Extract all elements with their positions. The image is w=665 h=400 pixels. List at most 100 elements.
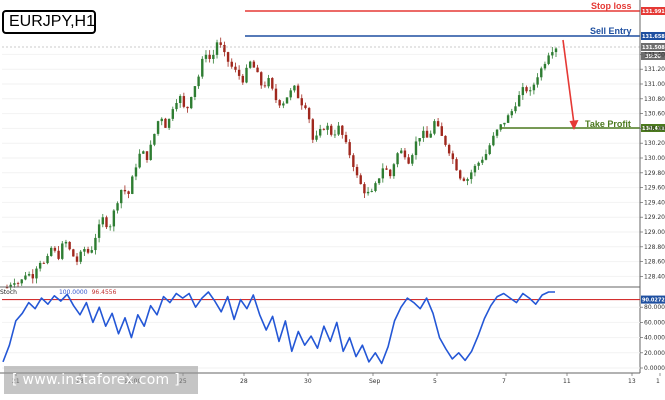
candle-body [359,175,362,185]
candle-body [171,109,175,119]
candle-body [289,90,292,98]
candle-body [499,124,502,130]
candle-body [223,44,226,53]
candle-body [514,106,517,112]
candle-body [68,241,71,250]
candle-body [366,191,370,194]
candle-body [267,78,270,87]
candle-body [241,75,245,83]
candle-body [38,262,42,269]
price-tick-label: 130.200 [644,140,665,147]
candle-body [296,85,300,99]
candle-body [407,157,410,164]
candle-body [341,125,344,135]
candle-body [53,247,57,251]
stoch-label: Stoch 100.0000 96.4556 [0,289,116,296]
stoch-tick-label: 80.0000 [644,304,665,311]
candle-body [455,159,458,171]
countdown-text: 38:20 [645,54,661,60]
candle-body [145,151,149,160]
time-tick-label: 13 [628,378,636,385]
candle-body [540,68,543,78]
candle-body [35,268,38,279]
candle-body [529,90,532,92]
candle-body [418,138,421,142]
candle-body [300,98,303,106]
candle-body [322,129,326,130]
candle-body [278,100,281,106]
time-tick-label: 1 [656,378,660,385]
time-tick-label: Sep [369,378,381,385]
candle-body [466,179,469,181]
candle-body [355,166,359,176]
candle-body [24,275,27,280]
price-levels: Stop loss 131.991 Sell Entry 131.658 Take Pr… [2,1,665,132]
price-tick-label: 129.600 [644,185,665,192]
candle-body [344,134,348,143]
candle-body [142,151,145,154]
candle-body [215,42,219,55]
level-price-tag [641,32,665,40]
candle-body [252,61,256,68]
candle-body [459,170,462,179]
candle-body [97,224,101,238]
candle-body [178,96,182,104]
time-tick-label: 28 [240,378,248,385]
candle-body [160,118,163,122]
stoch-name: Stoch [0,289,17,296]
candle-body [385,168,388,170]
candle-body [337,125,340,135]
price-tick-label: 130.000 [644,155,665,162]
candle-body [470,172,473,180]
candle-body [116,203,119,211]
target-arrow [562,39,579,130]
candle-body [315,135,318,140]
candle-body [377,178,381,184]
level-label: Take Profit [585,119,631,129]
price-tick-label: 128.600 [644,259,665,266]
stoch-line [2,291,555,365]
candle-body [182,96,186,107]
candle-body [120,189,123,204]
candle-body [72,249,75,257]
candle-body [403,150,407,158]
candle-body [521,87,525,96]
candle-body [326,125,329,130]
candle-body [134,167,138,177]
candle-body [551,52,554,56]
candle-body [86,249,90,253]
candle-body [517,95,521,107]
price-tick-label: 128.400 [644,273,665,280]
candle-body [201,58,204,77]
candle-body [31,274,34,279]
candle-body [230,61,233,67]
stoch-signal-value: 96.4556 [91,289,117,296]
candle-body [260,72,263,86]
candle-body [156,121,160,134]
candle-body [167,118,171,128]
candle-body [105,217,108,228]
stoch-main-value: 100.0000 [58,289,88,296]
candle-body [425,130,429,138]
candle-body [503,122,506,125]
candle-body [112,210,116,227]
candle-body [50,247,53,256]
candle-body [536,77,539,85]
candle-body [57,250,60,259]
candle-body [186,106,189,109]
candle-body [318,129,322,136]
candle-body [304,105,307,109]
stoch-axis: 80.0000 60.0000 40.0000 20.0000 0.0000 [640,304,665,372]
candle-body [193,86,197,97]
price-tick-label: 131.000 [644,81,665,88]
price-tick-label: 130.800 [644,96,665,103]
level-price-text: 130.411 [642,126,665,132]
candle-body [311,119,315,140]
price-tick-label: 129.200 [644,214,665,221]
price-tick-label: 131.400 [644,51,665,58]
candle-body [237,69,241,76]
stoch-tick-label: 20.0000 [644,350,665,357]
candle-body [444,135,447,145]
candle-body [101,217,104,225]
